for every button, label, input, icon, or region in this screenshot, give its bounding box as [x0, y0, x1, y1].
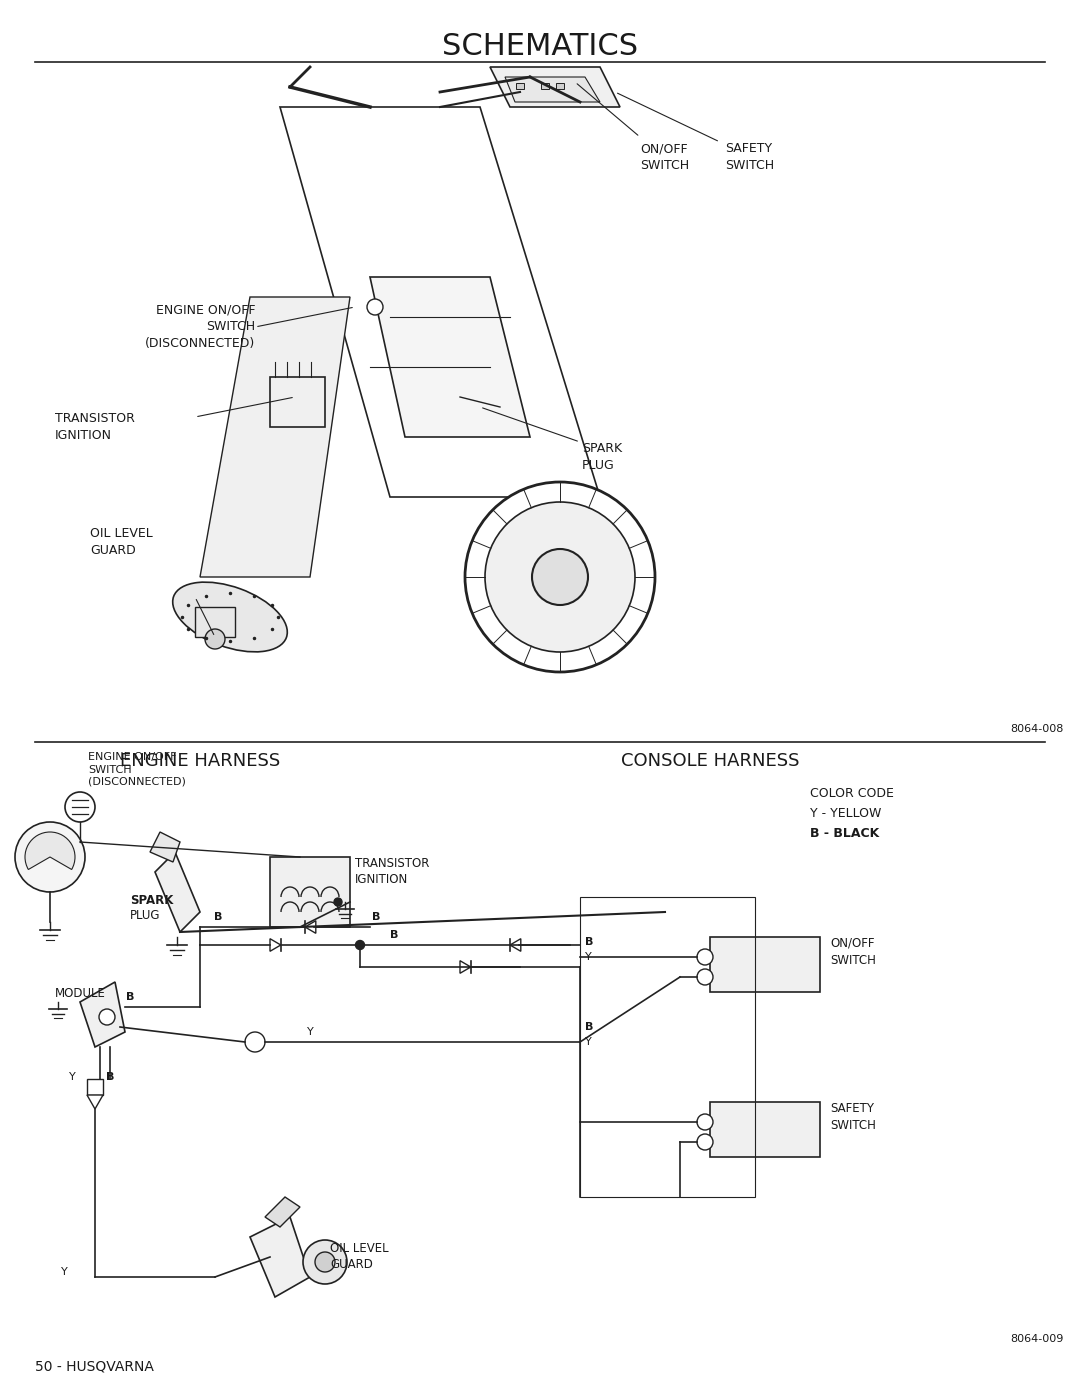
- Circle shape: [367, 299, 383, 314]
- Text: Y: Y: [307, 1027, 313, 1037]
- Bar: [580, 897, 755, 1197]
- Text: TRANSISTOR
IGNITION: TRANSISTOR IGNITION: [55, 412, 135, 441]
- Polygon shape: [200, 298, 350, 577]
- Circle shape: [65, 792, 95, 821]
- Text: PLUG: PLUG: [130, 909, 161, 922]
- Text: MODULE: MODULE: [55, 988, 106, 1000]
- Text: SAFETY
SWITCH: SAFETY SWITCH: [725, 142, 774, 172]
- Bar: [87, 1078, 103, 1095]
- Text: ON/OFF
SWITCH: ON/OFF SWITCH: [831, 937, 876, 967]
- Polygon shape: [249, 1217, 310, 1296]
- Text: B: B: [390, 930, 399, 940]
- Polygon shape: [505, 77, 600, 102]
- Bar: [710, 937, 820, 992]
- Circle shape: [99, 1009, 114, 1025]
- Text: SCHEMATICS: SCHEMATICS: [442, 32, 638, 61]
- Bar: [195, 608, 235, 637]
- Polygon shape: [305, 921, 315, 933]
- Ellipse shape: [173, 583, 287, 652]
- Text: B: B: [585, 1023, 593, 1032]
- Text: OIL LEVEL
GUARD: OIL LEVEL GUARD: [90, 527, 152, 557]
- Bar: [556, 82, 564, 89]
- Polygon shape: [150, 833, 180, 862]
- Polygon shape: [270, 939, 281, 951]
- Polygon shape: [265, 1197, 300, 1227]
- Text: B: B: [214, 912, 222, 922]
- Text: 50 - HUSQVARNA: 50 - HUSQVARNA: [35, 1361, 153, 1375]
- Text: COLOR CODE: COLOR CODE: [810, 787, 894, 800]
- Wedge shape: [25, 833, 75, 869]
- Text: SAFETY
SWITCH: SAFETY SWITCH: [831, 1102, 876, 1132]
- Text: TRANSISTOR
IGNITION: TRANSISTOR IGNITION: [355, 856, 430, 886]
- Polygon shape: [80, 982, 125, 1046]
- Circle shape: [465, 482, 654, 672]
- Circle shape: [315, 1252, 335, 1273]
- Text: ENGINE ON/OFF
SWITCH
(DISCONNECTED): ENGINE ON/OFF SWITCH (DISCONNECTED): [145, 303, 255, 351]
- Circle shape: [303, 1241, 347, 1284]
- Bar: [270, 856, 350, 928]
- Text: B - BLACK: B - BLACK: [810, 827, 879, 840]
- Text: ON/OFF
SWITCH: ON/OFF SWITCH: [640, 142, 689, 172]
- Bar: [270, 377, 325, 427]
- Circle shape: [334, 898, 342, 907]
- Circle shape: [697, 1113, 713, 1130]
- Polygon shape: [510, 939, 521, 951]
- Text: B: B: [372, 912, 380, 922]
- Polygon shape: [87, 1095, 103, 1109]
- Text: 8064-008: 8064-008: [1010, 724, 1064, 733]
- Text: ENGINE ON/OFF
SWITCH
(DISCONNECTED): ENGINE ON/OFF SWITCH (DISCONNECTED): [87, 752, 186, 787]
- Text: Y: Y: [585, 1037, 592, 1046]
- Circle shape: [532, 549, 588, 605]
- Text: SPARK: SPARK: [130, 894, 174, 907]
- Text: B: B: [585, 937, 593, 947]
- Text: CONSOLE HARNESS: CONSOLE HARNESS: [621, 752, 799, 770]
- Circle shape: [355, 940, 365, 950]
- Bar: [541, 82, 549, 89]
- Text: ENGINE HARNESS: ENGINE HARNESS: [120, 752, 280, 770]
- Polygon shape: [280, 108, 600, 497]
- Circle shape: [205, 629, 225, 650]
- Circle shape: [485, 502, 635, 652]
- Text: Y: Y: [69, 1071, 76, 1083]
- Bar: [516, 82, 524, 89]
- Text: SPARK
PLUG: SPARK PLUG: [582, 441, 622, 472]
- Text: Y - YELLOW: Y - YELLOW: [810, 807, 881, 820]
- Polygon shape: [370, 277, 530, 437]
- Polygon shape: [156, 852, 200, 932]
- Text: Y: Y: [62, 1267, 68, 1277]
- Polygon shape: [490, 67, 620, 108]
- Circle shape: [245, 1032, 265, 1052]
- Circle shape: [697, 970, 713, 985]
- Circle shape: [697, 1134, 713, 1150]
- Circle shape: [697, 949, 713, 965]
- Text: B: B: [106, 1071, 114, 1083]
- Text: B: B: [125, 992, 134, 1002]
- Circle shape: [15, 821, 85, 893]
- Text: Y: Y: [585, 951, 592, 963]
- Text: OIL LEVEL
GUARD: OIL LEVEL GUARD: [330, 1242, 389, 1271]
- Polygon shape: [460, 961, 471, 974]
- Text: 8064-009: 8064-009: [1010, 1334, 1064, 1344]
- Bar: [710, 1102, 820, 1157]
